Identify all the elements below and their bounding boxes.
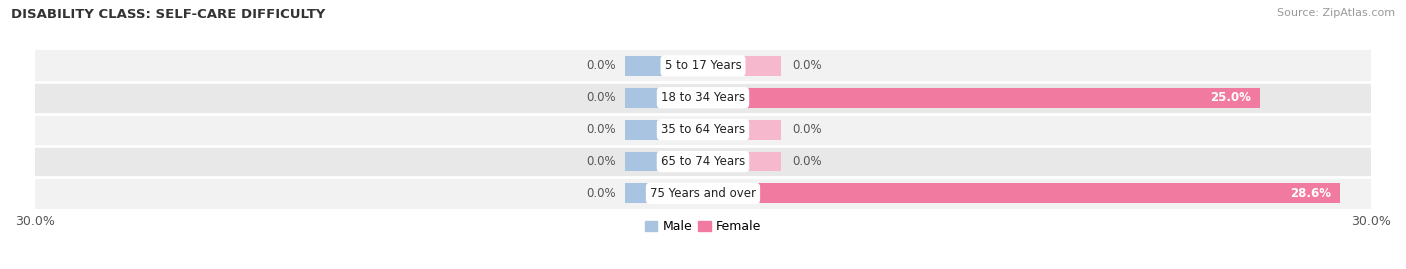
Bar	[626, 88, 703, 108]
Bar	[626, 120, 703, 140]
Text: 0.0%: 0.0%	[792, 123, 821, 136]
Bar	[626, 152, 703, 171]
Bar	[35, 114, 1371, 146]
Text: 35 to 64 Years: 35 to 64 Years	[661, 123, 745, 136]
Text: 75 Years and over: 75 Years and over	[650, 187, 756, 200]
Bar	[626, 56, 703, 76]
Bar	[626, 152, 703, 171]
Text: 25.0%: 25.0%	[1211, 91, 1251, 104]
Text: 0.0%: 0.0%	[586, 123, 616, 136]
Bar	[626, 120, 703, 140]
Legend: Male, Female: Male, Female	[640, 215, 766, 238]
Text: 28.6%: 28.6%	[1289, 187, 1331, 200]
Text: 65 to 74 Years: 65 to 74 Years	[661, 155, 745, 168]
Bar	[626, 183, 703, 203]
Bar	[35, 178, 1371, 209]
Text: Source: ZipAtlas.com: Source: ZipAtlas.com	[1277, 8, 1395, 18]
Text: 0.0%: 0.0%	[792, 59, 821, 72]
Text: 0.0%: 0.0%	[586, 187, 616, 200]
Bar	[626, 183, 703, 203]
Bar	[703, 152, 780, 171]
Bar	[626, 56, 703, 76]
Text: 0.0%: 0.0%	[792, 155, 821, 168]
Text: 18 to 34 Years: 18 to 34 Years	[661, 91, 745, 104]
Text: 5 to 17 Years: 5 to 17 Years	[665, 59, 741, 72]
Text: 0.0%: 0.0%	[586, 91, 616, 104]
Bar	[35, 82, 1371, 114]
Bar	[703, 56, 780, 76]
Bar	[703, 120, 780, 140]
Bar	[35, 50, 1371, 82]
Bar	[626, 88, 703, 108]
Text: 0.0%: 0.0%	[586, 155, 616, 168]
Bar	[703, 183, 1340, 203]
Text: DISABILITY CLASS: SELF-CARE DIFFICULTY: DISABILITY CLASS: SELF-CARE DIFFICULTY	[11, 8, 326, 21]
Bar	[703, 88, 1260, 108]
Text: 0.0%: 0.0%	[586, 59, 616, 72]
Bar	[35, 146, 1371, 178]
